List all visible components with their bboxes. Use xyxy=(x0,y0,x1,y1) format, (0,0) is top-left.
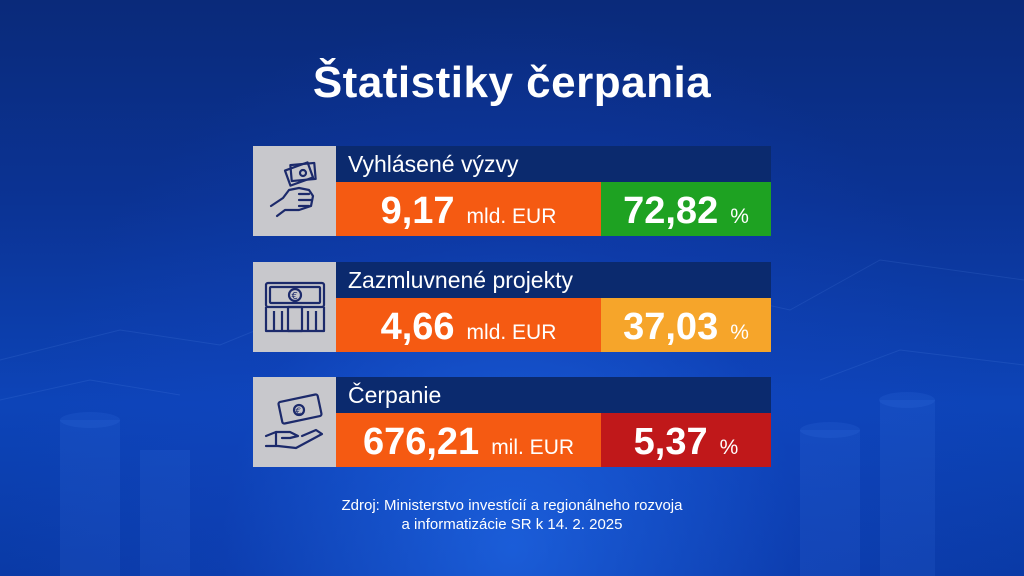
euro-bundle-icon: € xyxy=(253,262,336,352)
card-label: Vyhlásené výzvy xyxy=(336,146,771,182)
card-label: Zazmluvnené projekty xyxy=(336,262,771,298)
amount-box: 4,66 mld. EUR xyxy=(336,298,601,352)
percent-sign: % xyxy=(719,436,739,459)
amount-box: 676,21 mil. EUR xyxy=(336,413,601,467)
percent-value: 5,37 xyxy=(633,421,708,463)
source-line-1: Zdroj: Ministerstvo investícií a regioná… xyxy=(341,497,683,514)
percent-sign: % xyxy=(730,321,749,344)
percent-value: 37,03 xyxy=(623,306,719,348)
amount-unit: mld. EUR xyxy=(466,321,557,344)
percent-value: 72,82 xyxy=(623,190,719,232)
amount-box: 9,17 mld. EUR xyxy=(336,182,601,236)
amount-value: 4,66 xyxy=(380,306,455,348)
page-title: Štatistiky čerpania xyxy=(312,58,712,107)
percent-sign: % xyxy=(730,205,749,228)
percent-box: 5,37 % xyxy=(601,413,771,467)
amount-unit: mil. EUR xyxy=(491,436,575,459)
source-line-2: a informatizácie SR k 14. 2. 2025 xyxy=(401,516,623,533)
card-announced-calls: Vyhlásené výzvy 9,17 mld. EUR 72,82 % xyxy=(253,146,771,236)
svg-text:€: € xyxy=(291,291,297,302)
card-label: Čerpanie xyxy=(336,377,771,413)
percent-box: 72,82 % xyxy=(601,182,771,236)
card-contracted-projects: € Zazmluvnené projekty 4,66 mld. EUR 37,… xyxy=(253,262,771,352)
hand-money-icon xyxy=(253,146,336,236)
svg-text:€: € xyxy=(295,407,301,417)
source-note: Zdroj: Ministerstvo investícií a regioná… xyxy=(0,496,1024,534)
card-drawdown: € Čerpanie 676,21 mil. EUR 5,37 % xyxy=(253,377,771,467)
hand-euro-bill-icon: € xyxy=(253,377,336,467)
amount-value: 9,17 xyxy=(380,190,455,232)
amount-unit: mld. EUR xyxy=(466,205,557,228)
percent-box: 37,03 % xyxy=(601,298,771,352)
amount-value: 676,21 xyxy=(362,421,480,463)
